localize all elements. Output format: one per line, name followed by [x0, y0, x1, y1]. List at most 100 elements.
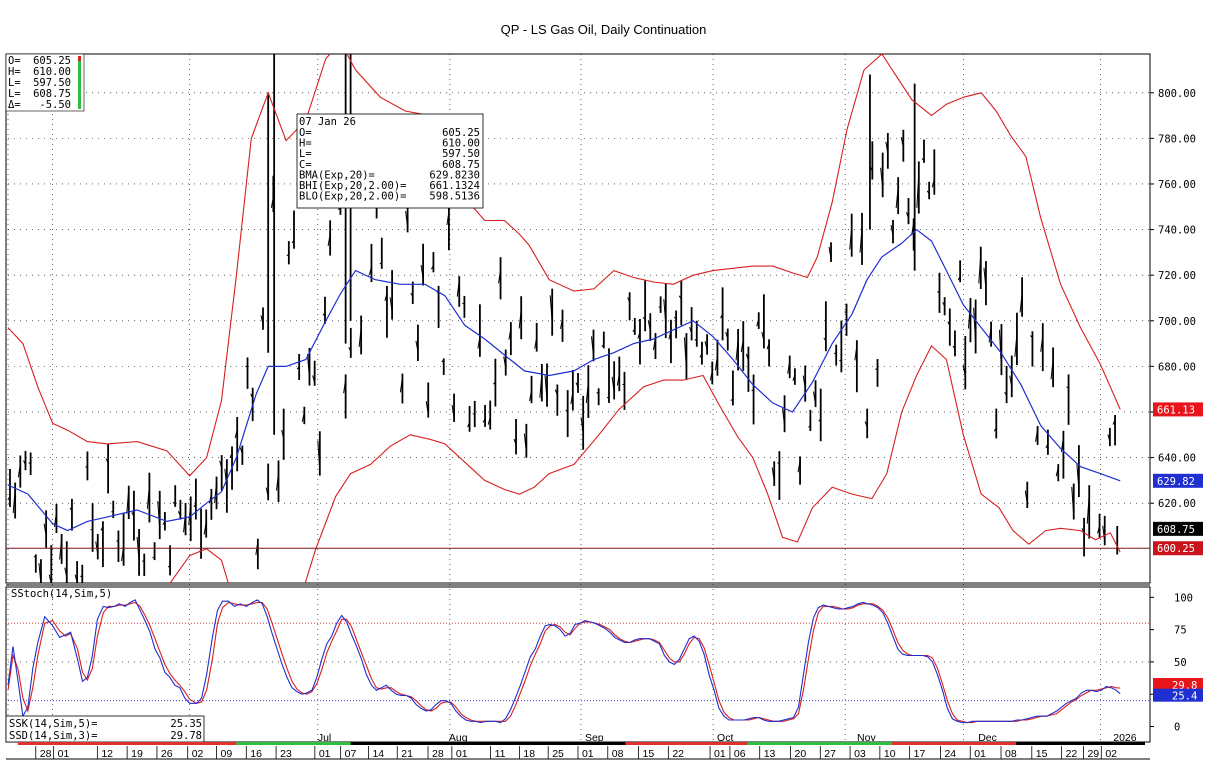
ohlc-open-tick — [534, 337, 538, 349]
ohlc-open-tick — [839, 359, 842, 362]
day-label: 20 — [794, 748, 806, 760]
ohlc-open-tick — [751, 389, 754, 392]
ohlc-range-marker-red — [78, 56, 81, 61]
ohlc-open-tick — [761, 331, 765, 342]
ohlc-open-tick — [627, 297, 631, 303]
ohlc-open-tick — [694, 338, 698, 342]
ohlc-open-tick — [916, 173, 920, 208]
ohlc-open-tick — [1097, 525, 1101, 534]
day-label: 24 — [944, 748, 956, 760]
date-color-strip — [350, 742, 445, 745]
stoch-tick-label: 0 — [1174, 722, 1180, 734]
ohlc-open-tick — [714, 354, 718, 371]
ohlc-open-tick — [43, 523, 47, 537]
ohlc-open-tick — [425, 401, 429, 415]
ohlc-open-tick — [957, 276, 961, 281]
ohlc-open-tick — [844, 311, 847, 314]
ohlc-open-tick — [348, 347, 352, 352]
month-label: Jul — [318, 732, 331, 744]
ohlc-open-tick — [1035, 428, 1039, 442]
day-label: 15 — [643, 748, 655, 760]
ohlc-open-tick — [224, 468, 228, 490]
day-label: 14 — [372, 748, 384, 760]
ohlc-open-tick — [1071, 486, 1075, 517]
day-label: 23 — [280, 748, 292, 760]
stoch-label: SStoch(14,Sim,5) — [11, 588, 112, 600]
ohlc-open-tick — [281, 429, 285, 439]
tooltip-label: O= — [299, 127, 312, 139]
ohlc-open-tick — [885, 141, 889, 154]
ohlc-open-tick — [415, 340, 419, 352]
ohlc-open-tick — [518, 309, 522, 329]
date-color-strip — [17, 742, 237, 745]
ohlc-open-tick — [513, 438, 517, 445]
ohlc-open-tick — [28, 462, 31, 465]
ohlc-open-tick — [85, 465, 88, 468]
ohlc-open-tick — [926, 190, 930, 194]
tooltip-label: BHI(Exp,20,2.00)= — [299, 180, 406, 192]
ohlc-open-tick — [596, 391, 599, 394]
day-label: 29 — [1087, 748, 1099, 760]
ohlc-open-tick — [317, 440, 321, 471]
ohlc-open-tick — [993, 427, 997, 432]
ohlc-open-tick — [430, 265, 434, 270]
ohlc-open-tick — [136, 536, 140, 562]
ohlc-open-tick — [978, 254, 982, 284]
ohlc-open-tick — [260, 315, 264, 325]
ohlc-open-tick — [1076, 464, 1080, 490]
ohlc-open-tick — [508, 328, 512, 340]
ohlc-open-tick — [1019, 293, 1023, 313]
ohlc-open-tick — [1045, 443, 1049, 449]
day-label: 01 — [58, 748, 70, 760]
day-label: 01 — [974, 748, 986, 760]
bollinger-mid-line — [7, 228, 1121, 532]
day-label: 01 — [582, 748, 594, 760]
ohlc-open-tick — [544, 375, 548, 401]
ohlc-open-tick — [771, 467, 775, 482]
ohlc-open-tick — [880, 167, 884, 189]
ohlc-open-tick — [611, 376, 615, 393]
ohlc-header-label: O= — [8, 55, 21, 67]
ohlc-bars — [7, 54, 1119, 583]
ohlc-open-tick — [301, 411, 305, 422]
ohlc-open-tick — [967, 302, 971, 329]
tooltip-value: 610.00 — [442, 138, 480, 150]
ohlc-open-tick — [441, 359, 445, 363]
day-label: 16 — [250, 748, 262, 760]
ohlc-open-tick — [234, 429, 238, 439]
ohlc-open-tick — [973, 307, 977, 344]
month-label: Oct — [717, 732, 733, 744]
ohlc-open-tick — [818, 418, 822, 422]
price-frame — [5, 53, 1151, 584]
ohlc-open-tick — [673, 316, 677, 320]
day-label: 22 — [672, 748, 684, 760]
ssk-readout-label: SSK(14,Sim,5)= — [9, 718, 98, 730]
ohlc-header-label: L= — [8, 77, 21, 89]
ohlc-open-tick — [399, 376, 403, 393]
tooltip-value: 661.1324 — [429, 180, 480, 192]
day-label: 01 — [714, 748, 726, 760]
ohlc-open-tick — [80, 575, 83, 578]
ssd-readout-value: 29.78 — [170, 730, 202, 742]
tooltip-value: 605.25 — [442, 127, 480, 139]
ohlc-open-tick — [560, 317, 564, 329]
ohlc-open-tick — [787, 360, 791, 374]
ohlc-header-value: 605.25 — [33, 55, 71, 67]
day-label: 11 — [495, 748, 506, 760]
ohlc-open-tick — [864, 421, 868, 428]
date-color-strip — [747, 742, 892, 745]
ohlc-open-tick — [575, 382, 579, 388]
ohlc-open-tick — [306, 354, 310, 380]
ohlc-header-value: 610.00 — [33, 66, 71, 78]
ohlc-open-tick — [766, 343, 770, 350]
stoch-tick-label: 100 — [1174, 592, 1193, 604]
month-label: Dec — [978, 732, 997, 744]
ohlc-open-tick — [931, 178, 935, 188]
ohlc-range-marker-green — [78, 61, 81, 109]
ohlc-open-tick — [652, 336, 656, 351]
day-label: 21 — [401, 748, 413, 760]
ohlc-open-tick — [720, 313, 724, 319]
ohlc-open-tick — [859, 227, 863, 253]
ohlc-open-tick — [203, 521, 207, 535]
ohlc-open-tick — [735, 339, 739, 361]
